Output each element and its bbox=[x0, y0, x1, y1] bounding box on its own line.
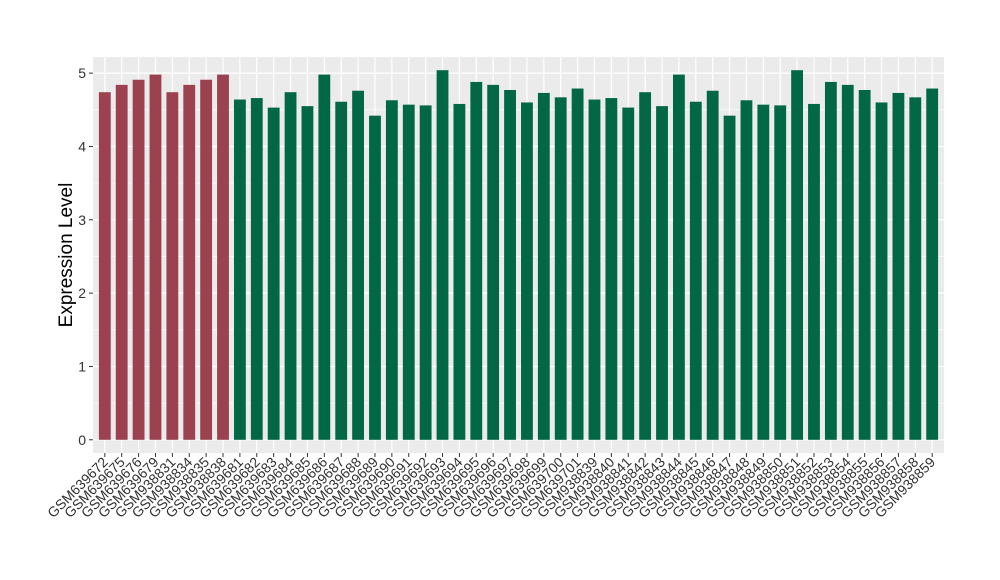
bar bbox=[419, 105, 432, 440]
bar bbox=[639, 92, 652, 440]
bar bbox=[132, 79, 145, 440]
bar bbox=[689, 101, 702, 440]
bar bbox=[402, 104, 415, 440]
bar bbox=[672, 74, 685, 440]
bar bbox=[656, 106, 668, 440]
bar bbox=[250, 98, 263, 440]
bar bbox=[352, 90, 365, 440]
bar bbox=[233, 99, 246, 440]
bar bbox=[808, 103, 820, 440]
bar bbox=[706, 90, 719, 440]
bar bbox=[98, 92, 111, 440]
bar bbox=[571, 88, 584, 440]
bar bbox=[318, 74, 331, 440]
bar bbox=[453, 103, 466, 440]
bar bbox=[385, 100, 398, 440]
bar bbox=[200, 79, 213, 440]
bar bbox=[183, 84, 196, 440]
bar bbox=[487, 84, 500, 440]
bar bbox=[605, 98, 618, 440]
bar bbox=[504, 90, 516, 440]
bar bbox=[588, 99, 601, 440]
bar bbox=[791, 70, 804, 440]
y-tick-label: 5 bbox=[78, 65, 86, 81]
bar bbox=[774, 105, 787, 440]
bar bbox=[301, 106, 314, 440]
y-axis: 0 1 2 3 4 5 bbox=[78, 65, 93, 448]
bar bbox=[554, 97, 567, 440]
bar bbox=[875, 102, 888, 440]
bar bbox=[166, 92, 179, 440]
bar bbox=[267, 107, 280, 440]
bar bbox=[740, 100, 753, 440]
bars bbox=[98, 70, 939, 440]
bar bbox=[537, 92, 550, 440]
y-axis-title: Expression Level bbox=[56, 183, 77, 328]
y-tick-label: 1 bbox=[78, 358, 86, 374]
bar bbox=[926, 88, 939, 440]
bar bbox=[757, 104, 770, 440]
bar bbox=[909, 97, 922, 440]
bar bbox=[824, 81, 837, 440]
bar bbox=[723, 115, 736, 440]
y-tick-label: 4 bbox=[78, 138, 86, 154]
y-tick-label: 0 bbox=[78, 432, 86, 448]
bar bbox=[436, 70, 449, 440]
bar bbox=[369, 115, 381, 440]
bar bbox=[149, 74, 162, 440]
bar bbox=[622, 107, 635, 440]
y-tick-label: 3 bbox=[78, 212, 86, 228]
bar bbox=[521, 102, 533, 440]
bar bbox=[284, 92, 297, 440]
x-axis: GSM639672GSM639675GSM639676GSM639679GSM9… bbox=[44, 453, 938, 521]
bar bbox=[841, 84, 854, 440]
bar bbox=[217, 74, 229, 440]
bar bbox=[858, 90, 871, 440]
y-tick-label: 2 bbox=[78, 285, 86, 301]
bar bbox=[470, 81, 483, 440]
bar bbox=[335, 101, 348, 440]
bar bbox=[115, 84, 128, 440]
bar bbox=[892, 92, 905, 440]
